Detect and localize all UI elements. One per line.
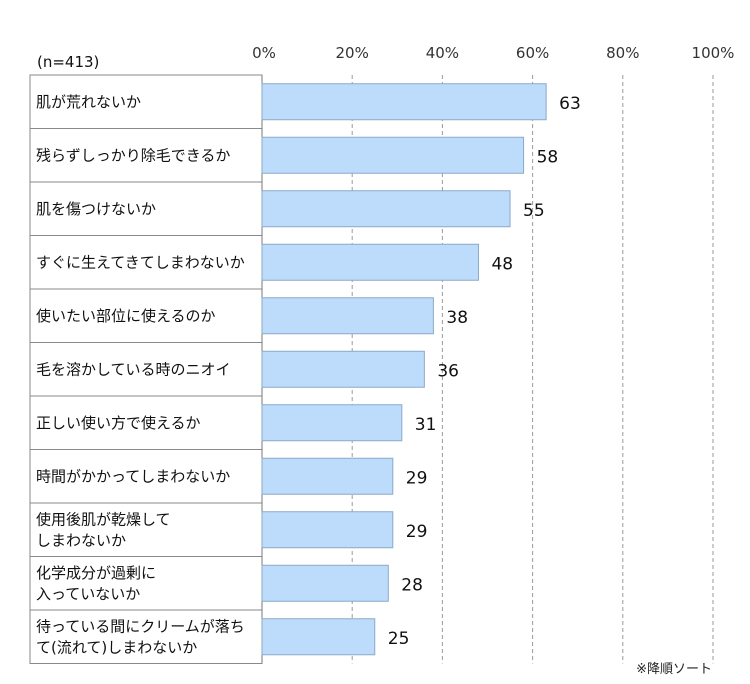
value-label: 28 bbox=[401, 575, 423, 595]
category-label: 時間がかかってしまわないか bbox=[36, 467, 230, 485]
category-label: 待っている間にクリームが落ち bbox=[36, 617, 245, 635]
sample-size-note: (n=413) bbox=[37, 53, 99, 71]
bar bbox=[261, 564, 389, 602]
bar bbox=[261, 83, 547, 121]
value-label: 36 bbox=[437, 361, 459, 381]
value-label: 38 bbox=[446, 308, 468, 328]
x-tick-label: 0% bbox=[252, 44, 276, 62]
category-label: 正しい使い方で使えるか bbox=[36, 414, 201, 432]
bar bbox=[261, 511, 394, 549]
value-label: 58 bbox=[537, 147, 559, 167]
value-label: 48 bbox=[491, 254, 513, 274]
value-label: 55 bbox=[523, 201, 545, 221]
category-label: 入っていないか bbox=[36, 585, 140, 603]
value-label: 63 bbox=[559, 94, 581, 114]
category-label: 肌が荒れないか bbox=[36, 93, 141, 111]
bar bbox=[261, 457, 394, 495]
category-label: 毛を溶かしている時のニオイ bbox=[36, 360, 231, 378]
value-label: 31 bbox=[415, 415, 437, 435]
bar bbox=[261, 618, 376, 656]
bar bbox=[261, 350, 425, 388]
bar bbox=[261, 136, 525, 174]
category-label: 残らずしっかり除毛できるか bbox=[36, 146, 230, 164]
category-label: 化学成分が過剰に bbox=[36, 564, 156, 582]
value-label: 29 bbox=[406, 522, 428, 542]
value-label: 29 bbox=[406, 468, 428, 488]
footnote: ※降順ソート bbox=[636, 662, 712, 677]
category-label: すぐに生えてきてしまわないか bbox=[36, 253, 245, 271]
x-tick-label: 20% bbox=[336, 44, 369, 62]
bar bbox=[261, 297, 434, 335]
category-label: 肌を傷つけないか bbox=[36, 200, 156, 218]
category-label: 使用後肌が乾燥して bbox=[36, 510, 171, 528]
bar bbox=[261, 404, 403, 442]
x-tick-label: 60% bbox=[516, 44, 549, 62]
category-label: て(流れて)しまわないか bbox=[36, 638, 197, 656]
category-label: 使いたい部位に使えるのか bbox=[36, 307, 216, 325]
bar bbox=[261, 243, 479, 281]
bar bbox=[261, 190, 511, 228]
x-tick-label: 100% bbox=[692, 44, 735, 62]
x-tick-label: 40% bbox=[426, 44, 459, 62]
category-label-table bbox=[29, 74, 263, 664]
value-label: 25 bbox=[388, 629, 410, 649]
category-label: しまわないか bbox=[36, 531, 126, 549]
x-tick-label: 80% bbox=[606, 44, 639, 62]
